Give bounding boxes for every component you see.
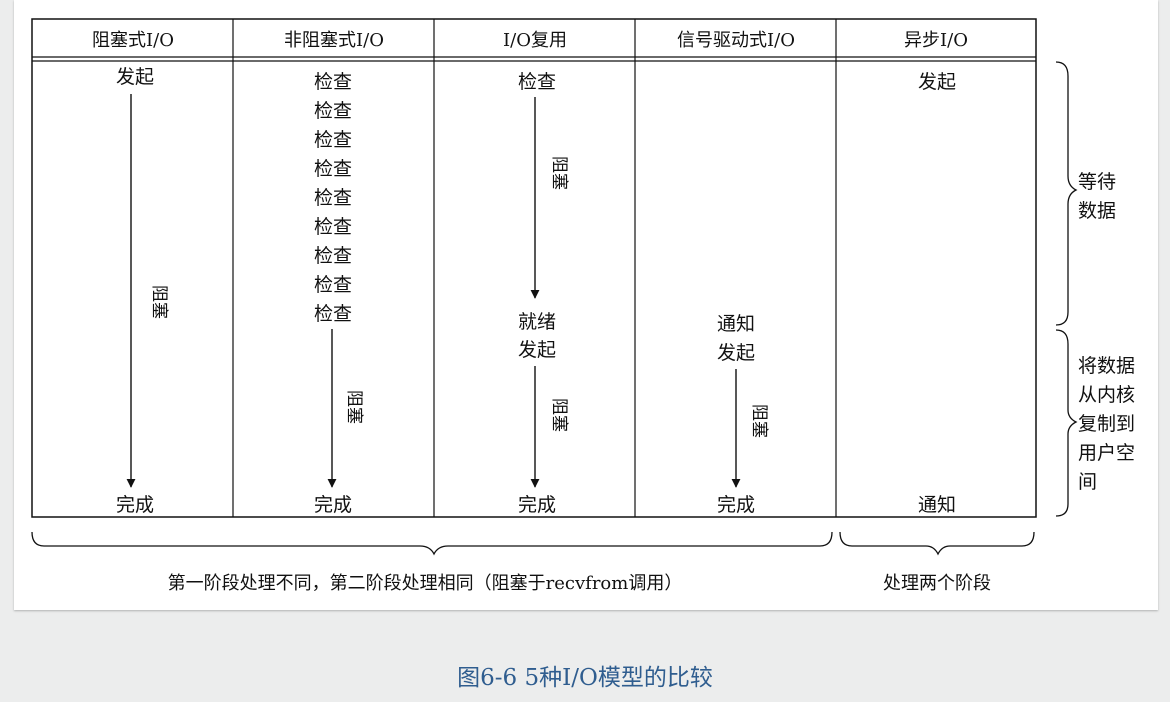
col1-end-label: 完成 [116, 494, 154, 516]
col2-end-label: 完成 [314, 494, 352, 516]
col2-check-label: 检查 [314, 100, 352, 122]
io-models-diagram: 阻塞式I/O 非阻塞式I/O I/O复用 信号驱动式I/O 异步I/O 发起 完… [31, 18, 1135, 594]
table-frame [31, 18, 1037, 518]
figure-caption: 图6-6 5种I/O模型的比较 [457, 665, 713, 691]
header-async-io: 异步I/O [904, 30, 968, 51]
col1-block-label: 阻塞 [149, 285, 169, 319]
col2-check-label: 检查 [314, 274, 352, 296]
col5-start-label: 发起 [918, 71, 956, 93]
col2-check-label: 检查 [314, 187, 352, 209]
col2-check-label: 检查 [314, 216, 352, 238]
col3-block-label-2: 阻塞 [549, 398, 569, 432]
col5-notify-label: 通知 [918, 494, 956, 516]
col2-check-label: 检查 [314, 245, 352, 267]
col3-start-label: 发起 [518, 339, 556, 361]
copy-phase-label: 用户空 [1078, 442, 1135, 464]
col2-block-label: 阻塞 [344, 390, 364, 424]
col4-start-label: 发起 [717, 342, 755, 364]
col2-check-label: 检查 [314, 71, 352, 93]
header-signal-driven-io: 信号驱动式I/O [677, 30, 795, 51]
col4-end-label: 完成 [717, 494, 755, 516]
col2-check-label: 检查 [314, 303, 352, 325]
col1-start-label: 发起 [116, 66, 154, 88]
col3-end-label: 完成 [518, 494, 556, 516]
copy-phase-label: 将数据 [1078, 355, 1135, 377]
both-phases-brace [839, 531, 1035, 556]
footer-left-label: 第一阶段处理不同，第二阶段处理相同（阻塞于recvfrom调用） [168, 573, 683, 594]
copy-phase-brace [1055, 329, 1078, 517]
col4-block-label: 阻塞 [749, 404, 769, 438]
wait-phase-brace [1055, 61, 1078, 326]
first-phase-brace [31, 531, 833, 556]
col4-notify-label: 通知 [717, 313, 755, 335]
col3-check-label: 检查 [518, 71, 556, 93]
col3-ready-label: 就绪 [518, 311, 556, 333]
wait-phase-label: 数据 [1078, 200, 1116, 222]
header-blocking-io: 阻塞式I/O [92, 30, 174, 51]
footer-right-label: 处理两个阶段 [883, 573, 991, 594]
copy-phase-label: 间 [1078, 471, 1097, 493]
col2-check-label: 检查 [314, 158, 352, 180]
col2-check-label: 检查 [314, 129, 352, 151]
copy-phase-label: 复制到 [1078, 413, 1135, 435]
io-models-figure: 阻塞式I/O 非阻塞式I/O I/O复用 信号驱动式I/O 异步I/O 发起 完… [14, 0, 1158, 610]
header-io-multiplexing: I/O复用 [503, 30, 567, 51]
header-nonblocking-io: 非阻塞式I/O [284, 30, 384, 51]
copy-phase-label: 从内核 [1078, 384, 1135, 406]
col3-block-label-1: 阻塞 [549, 156, 569, 190]
wait-phase-label: 等待 [1078, 171, 1116, 193]
